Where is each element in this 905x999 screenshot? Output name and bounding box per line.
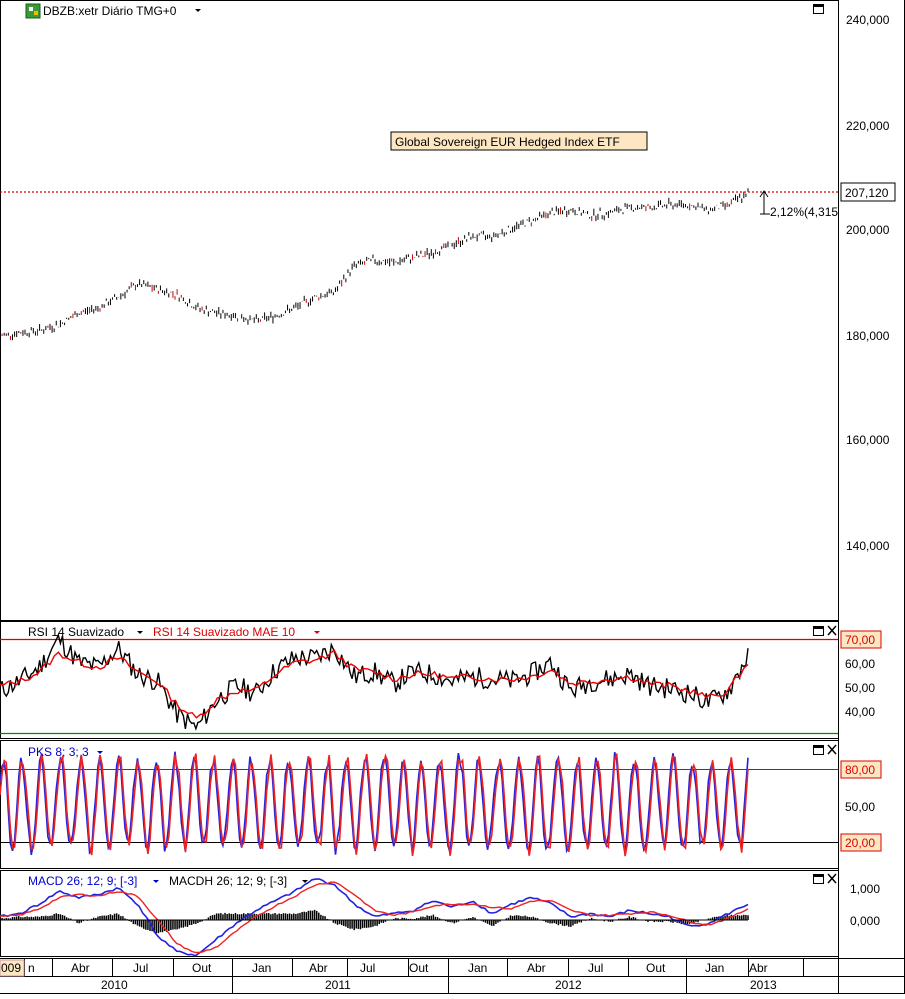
- price-tick: 240,000: [846, 13, 890, 27]
- month-label: Jul: [133, 961, 148, 975]
- chevron-down-icon[interactable]: [302, 880, 308, 883]
- stoch-panel: PKS 8; 3; 3 80,00 50,00 20,00: [0, 744, 882, 857]
- month-label: Out: [646, 961, 666, 975]
- rsi-panel: RSI 14 Suavizado RSI 14 Suavizado MAE 10…: [0, 625, 882, 735]
- macd-tick: 0,000: [850, 914, 880, 928]
- month-label: Jan: [705, 961, 724, 975]
- macd-tick: 1,000: [850, 882, 880, 896]
- maximize-icon[interactable]: [813, 4, 824, 14]
- stoch-upper-level: 80,00: [845, 763, 875, 777]
- month-label: Jul: [360, 961, 375, 975]
- rsi-tick: 40,00: [845, 705, 875, 719]
- last-value-badge: 207,120: [840, 182, 896, 202]
- stoch-tick: 50,00: [845, 800, 875, 814]
- month-label: Out: [192, 961, 212, 975]
- rsi-signal-line: [0, 649, 749, 719]
- chevron-down-icon[interactable]: [195, 9, 201, 12]
- price-bars: [0, 188, 749, 341]
- price-tick: 140,000: [846, 539, 890, 553]
- month-label: Abr: [749, 961, 768, 975]
- rsi-lines: [0, 632, 749, 731]
- rsi-tick: 60,00: [845, 657, 875, 671]
- x-axis: 009 n Abr Jul Out Jan Abr Jul Out Jan Ab…: [0, 958, 905, 994]
- rsi-label-1[interactable]: RSI 14 Suavizado: [28, 625, 124, 639]
- close-icon[interactable]: [827, 873, 837, 884]
- symbol-title[interactable]: DBZB:xetr Diário TMG+0: [43, 4, 177, 18]
- price-y-axis: 240,000 220,000 200,000 180,000 160,000 …: [846, 13, 890, 553]
- rsi-upper-level: 70,00: [845, 633, 875, 647]
- price-panel: 2,12%(4,315 240,000 220,000 200,000 180,…: [0, 3, 896, 553]
- annotation-text: Global Sovereign EUR Hedged Index ETF: [395, 135, 620, 149]
- year-label: 2013: [750, 978, 777, 992]
- change-label: 2,12%(4,315: [770, 205, 838, 219]
- macd-lines: [0, 878, 749, 957]
- stoch-lines: [0, 751, 749, 857]
- year-label: 2011: [325, 978, 351, 992]
- price-tick: 220,000: [846, 119, 890, 133]
- month-label: Abr: [71, 961, 90, 975]
- price-tick: 200,000: [846, 223, 890, 237]
- month-label: Jan: [252, 961, 271, 975]
- month-label: n: [28, 961, 35, 975]
- symbol-icon: [25, 3, 41, 19]
- chevron-down-icon[interactable]: [153, 880, 159, 883]
- chevron-down-icon[interactable]: [314, 631, 320, 634]
- month-label: Jan: [468, 961, 487, 975]
- maximize-icon[interactable]: [813, 745, 824, 755]
- stoch-d-line: [0, 753, 749, 857]
- maximize-icon[interactable]: [813, 874, 824, 884]
- close-icon[interactable]: [827, 744, 837, 755]
- annotation-box: Global Sovereign EUR Hedged Index ETF: [390, 131, 648, 151]
- year-label: 2012: [555, 978, 582, 992]
- year-label: 2010: [101, 978, 128, 992]
- last-value: 207,120: [845, 186, 889, 200]
- month-label: Out: [409, 961, 429, 975]
- macd-panel: MACD 26; 12; 9; [-3] MACDH 26; 12; 9; [-…: [0, 873, 880, 957]
- month-label: Abr: [309, 961, 328, 975]
- month-label: Abr: [527, 961, 546, 975]
- month-label: 009: [1, 961, 21, 975]
- month-label: Jul: [588, 961, 603, 975]
- maximize-icon[interactable]: [813, 626, 824, 636]
- rsi-label-2[interactable]: RSI 14 Suavizado MAE 10: [153, 625, 295, 639]
- chevron-down-icon[interactable]: [137, 631, 143, 634]
- close-icon[interactable]: [827, 625, 837, 636]
- price-tick: 180,000: [846, 329, 890, 343]
- stoch-label[interactable]: PKS 8; 3; 3: [28, 745, 89, 759]
- stoch-lower-level: 20,00: [845, 836, 875, 850]
- rsi-tick: 50,00: [845, 681, 875, 695]
- change-arrow-icon: [759, 190, 770, 215]
- price-tick: 160,000: [846, 433, 890, 447]
- macd-signal-line: [0, 881, 749, 954]
- chevron-down-icon[interactable]: [97, 751, 103, 754]
- macd-label-2[interactable]: MACDH 26; 12; 9; [-3]: [169, 874, 287, 888]
- macd-label-1[interactable]: MACD 26; 12; 9; [-3]: [28, 874, 137, 888]
